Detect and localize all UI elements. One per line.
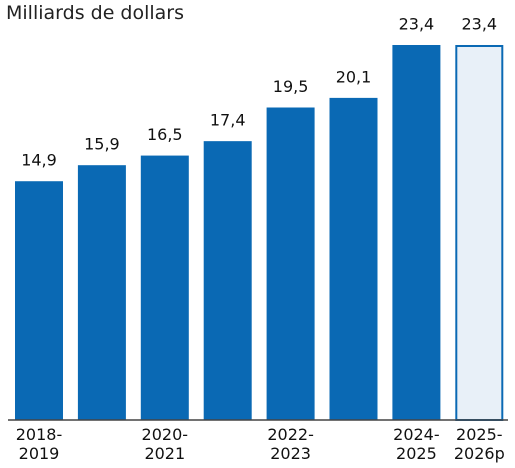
bar bbox=[392, 45, 441, 420]
chart-title: Milliards de dollars bbox=[6, 2, 185, 24]
value-label: 23,4 bbox=[461, 15, 497, 34]
x-tick-label: 2018-2019 bbox=[15, 425, 63, 463]
x-tick-label: 2025-2026p bbox=[453, 425, 505, 463]
value-label: 19,5 bbox=[273, 77, 309, 96]
value-label: 17,4 bbox=[210, 111, 246, 130]
bar bbox=[15, 181, 63, 420]
value-label: 15,9 bbox=[84, 135, 120, 154]
x-tick-label: 2022-2023 bbox=[267, 425, 314, 463]
x-tick-label: 2024-2025 bbox=[393, 425, 440, 463]
bar bbox=[455, 45, 504, 421]
x-tick-label: 2020-2021 bbox=[141, 425, 189, 463]
bar bbox=[140, 155, 189, 421]
bar bbox=[329, 97, 378, 420]
value-label: 23,4 bbox=[399, 15, 435, 34]
value-label: 16,5 bbox=[147, 125, 183, 144]
value-label: 14,9 bbox=[21, 151, 57, 170]
bar bbox=[77, 165, 126, 420]
value-label: 20,1 bbox=[336, 67, 372, 86]
bar bbox=[203, 141, 252, 420]
bar bbox=[266, 107, 315, 420]
